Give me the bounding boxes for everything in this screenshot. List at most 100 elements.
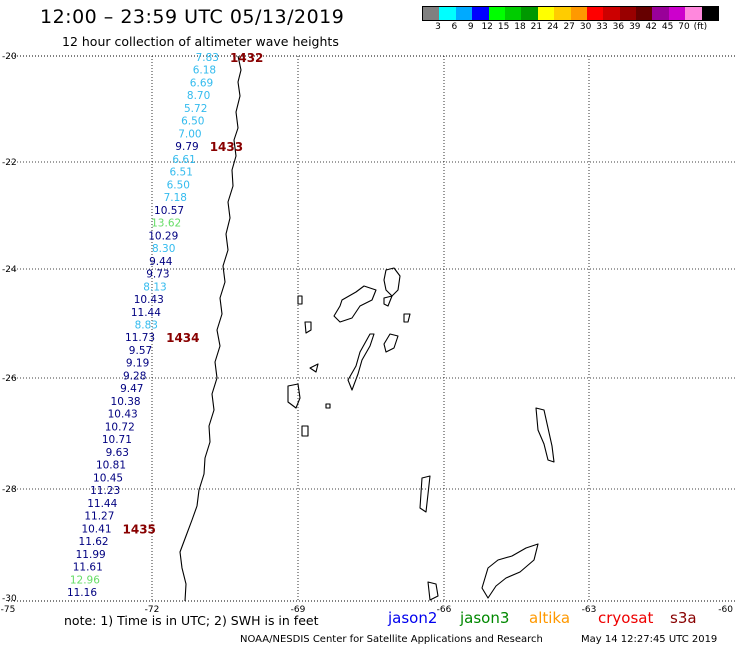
wave-height-reading: 6.69 <box>190 78 213 90</box>
wave-height-reading: 10.45 <box>93 472 123 484</box>
map-subtitle: 12 hour collection of altimeter wave hei… <box>62 34 339 49</box>
chile-coastline <box>179 55 242 602</box>
scale-label: 42 <box>645 22 657 32</box>
lat-label: -20 <box>2 52 17 62</box>
wave-height-reading: 11.16 <box>67 587 97 599</box>
lat-label: -28 <box>2 485 17 495</box>
scale-swatch <box>701 7 719 20</box>
salt-flat <box>304 321 312 334</box>
wave-height-reading: 11.62 <box>79 536 109 548</box>
wave-height-reading: 11.44 <box>131 307 161 319</box>
wave-height-reading: 9.63 <box>106 447 129 459</box>
salt-flat <box>287 383 301 409</box>
coastline <box>179 55 555 602</box>
salt-flat <box>325 403 331 409</box>
wave-height-reading: 10.38 <box>111 396 141 408</box>
wave-height-reading: 12.96 <box>70 574 100 586</box>
scale-label: 27 <box>563 22 575 32</box>
scale-label: 70 <box>678 22 690 32</box>
lon-label: -60 <box>718 605 733 615</box>
time-labels: 1432 1433 1434 1435 <box>123 51 264 536</box>
wave-height-reading: 10.57 <box>154 205 184 217</box>
lon-labels: -75 -72 -69 -66 -63 -60 <box>1 605 734 615</box>
salt-flat <box>481 543 539 599</box>
wave-height-reading: 8.13 <box>143 281 166 293</box>
scale-label: 15 <box>497 22 510 32</box>
scale-swatch <box>636 7 653 20</box>
wave-height-reading: 10.43 <box>108 409 138 421</box>
salt-flat <box>427 581 439 601</box>
pass-time-label: 1435 <box>123 522 156 536</box>
legend-s3a: s3a <box>670 609 697 627</box>
scale-swatch <box>455 7 473 20</box>
salt-flat <box>301 425 309 437</box>
wave-height-reading: 5.72 <box>184 103 207 115</box>
wave-height-reading: 10.29 <box>148 230 178 242</box>
salt-flat <box>347 333 375 391</box>
wave-height-reading: 13.62 <box>151 218 181 230</box>
lat-label: -22 <box>2 158 17 168</box>
scale-swatch <box>423 7 440 20</box>
scale-label: 3 <box>435 22 441 32</box>
scale-swatch <box>619 7 637 20</box>
map-border <box>8 55 735 602</box>
scale-label: 33 <box>596 22 608 32</box>
wave-height-reading: 10.71 <box>102 434 132 446</box>
wave-height-reading: 9.79 <box>175 141 198 153</box>
scale-swatch <box>586 7 604 20</box>
wave-height-reading: 11.23 <box>90 485 120 497</box>
wave-height-reading: 11.44 <box>87 498 117 510</box>
map-title: 12:00 – 23:59 UTC 05/13/2019 <box>40 6 345 28</box>
scale-label: 18 <box>514 22 526 32</box>
scale-label: 30 <box>579 22 592 32</box>
scale-label: 39 <box>629 22 641 32</box>
wave-height-reading: 11.73 <box>125 332 155 344</box>
scale-swatch <box>603 7 620 20</box>
lon-label: -63 <box>582 605 597 615</box>
scale-label: 36 <box>612 22 625 32</box>
scale-swatch <box>570 7 587 20</box>
wave-height-reading: 6.51 <box>170 167 193 179</box>
salt-flat <box>309 363 319 373</box>
wave-height-reading: 8.70 <box>187 90 210 102</box>
salt-flat <box>383 267 401 297</box>
wave-height-reading: 7.18 <box>164 192 187 204</box>
scale-label: 12 <box>481 22 493 32</box>
wave-height-reading: 7.83 <box>196 52 219 64</box>
wave-height-reading: 6.50 <box>181 116 204 128</box>
salt-flat <box>535 407 555 463</box>
wave-height-reading: 8.30 <box>152 243 175 255</box>
legend-jason3: jason3 <box>460 609 510 627</box>
wave-height-color-scale <box>422 6 720 21</box>
scale-swatch <box>537 7 555 20</box>
wave-height-reading: 11.61 <box>73 562 103 574</box>
wave-height-reading: 10.72 <box>105 421 135 433</box>
lon-label: -66 <box>437 605 452 615</box>
scale-swatch <box>488 7 505 20</box>
wave-height-reading: 9.19 <box>126 358 149 370</box>
wave-height-reading: 9.28 <box>123 371 146 383</box>
lat-label: -24 <box>2 265 17 275</box>
scale-label: 9 <box>467 22 474 32</box>
legend-altika: altika <box>529 609 571 627</box>
pass-time-label: 1432 <box>230 51 263 65</box>
wave-height-reading: 11.27 <box>84 511 114 523</box>
scale-label: (ft) <box>693 22 708 32</box>
scale-label: 6 <box>451 22 458 32</box>
wave-height-reading: 9.47 <box>120 383 143 395</box>
scale-swatch <box>685 7 702 20</box>
wave-height-reading: 10.43 <box>134 294 164 306</box>
wave-height-reading: 6.50 <box>167 179 190 191</box>
generated-timestamp: May 14 12:27:45 UTC 2019 <box>581 634 718 645</box>
legend-cryosat: cryosat <box>598 609 654 627</box>
lon-label: -75 <box>1 605 16 615</box>
scale-swatch <box>652 7 669 20</box>
salt-flat <box>383 333 399 353</box>
wave-height-reading: 8.83 <box>135 320 158 332</box>
lake-titicaca-like-salt-flat <box>333 285 377 323</box>
wave-height-reading: 11.99 <box>76 549 106 561</box>
pass-time-label: 1434 <box>166 331 199 345</box>
lat-label: -26 <box>2 374 17 384</box>
scale-label: 45 <box>661 22 674 32</box>
